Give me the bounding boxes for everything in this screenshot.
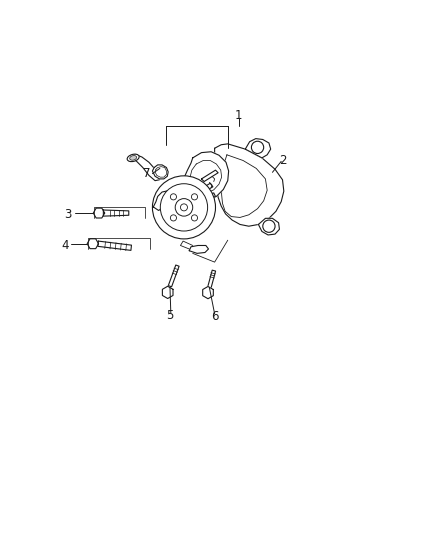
Polygon shape	[98, 241, 131, 251]
Circle shape	[191, 194, 198, 200]
Polygon shape	[197, 183, 213, 195]
Polygon shape	[245, 139, 271, 158]
Polygon shape	[162, 286, 173, 298]
Polygon shape	[208, 270, 215, 288]
Polygon shape	[199, 193, 215, 203]
Polygon shape	[168, 265, 179, 287]
Polygon shape	[93, 208, 105, 218]
Circle shape	[175, 199, 193, 216]
Ellipse shape	[127, 154, 139, 161]
Circle shape	[180, 204, 187, 211]
Circle shape	[251, 141, 264, 154]
Polygon shape	[87, 239, 99, 249]
Circle shape	[263, 220, 275, 232]
Polygon shape	[258, 219, 279, 235]
Ellipse shape	[130, 156, 137, 160]
Circle shape	[191, 215, 198, 221]
Polygon shape	[203, 286, 213, 298]
Circle shape	[152, 176, 215, 239]
Text: 7: 7	[143, 167, 151, 180]
Polygon shape	[215, 144, 284, 226]
Polygon shape	[183, 152, 229, 201]
Text: 6: 6	[211, 310, 219, 324]
Text: 5: 5	[166, 309, 173, 322]
Text: 3: 3	[64, 208, 71, 221]
Polygon shape	[131, 155, 160, 181]
Polygon shape	[201, 170, 218, 182]
Polygon shape	[152, 165, 168, 179]
Polygon shape	[189, 246, 208, 253]
Text: 1: 1	[235, 109, 243, 122]
Polygon shape	[103, 210, 129, 216]
Text: 2: 2	[279, 154, 286, 167]
Circle shape	[170, 215, 177, 221]
Circle shape	[170, 194, 177, 200]
Circle shape	[160, 184, 208, 231]
Polygon shape	[153, 190, 172, 211]
Text: 4: 4	[61, 239, 69, 252]
